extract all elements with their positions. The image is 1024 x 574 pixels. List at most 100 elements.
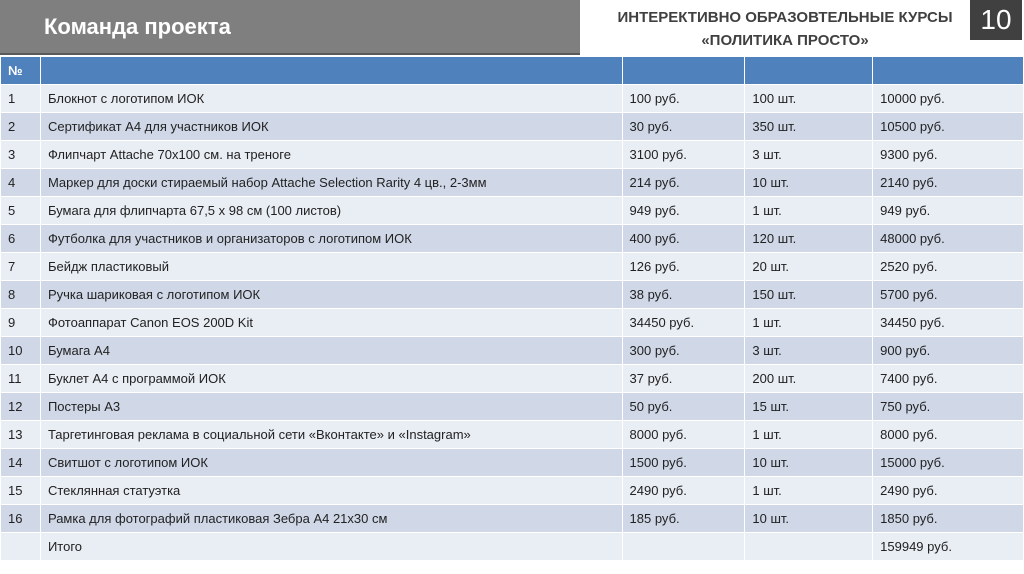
table-cell: 34450 руб. — [621, 308, 746, 337]
table-cell: 8 — [0, 280, 41, 309]
table-cell: 10000 руб. — [872, 84, 1024, 113]
table-cell: Блокнот с логотипом ИОК — [39, 84, 623, 113]
table-cell: 30 руб. — [621, 112, 746, 141]
page-number: 10 — [970, 0, 1022, 40]
table-cell: 12 — [0, 392, 41, 421]
table-cell: 6 — [0, 224, 41, 253]
table-cell: 159949 руб. — [872, 532, 1024, 561]
table-cell: 200 шт. — [744, 364, 874, 393]
title-bar: Команда проекта — [0, 0, 580, 55]
table-cell: 214 руб. — [621, 168, 746, 197]
budget-table: № 1 Блокнот с логотипом ИОК 100 руб. 100 шт.… — [0, 56, 1024, 561]
table-cell: 750 руб. — [872, 392, 1024, 421]
table-cell: 8000 руб. — [621, 420, 746, 449]
table-row: 9 Фотоаппарат Canon EOS 200D Kit 34450 руб… — [0, 308, 1024, 337]
table-cell: Итого — [39, 532, 623, 561]
table-cell — [0, 532, 41, 561]
table-cell: 5 — [0, 196, 41, 225]
table-cell: 3 — [0, 140, 41, 169]
table-row: 1 Блокнот с логотипом ИОК 100 руб. 100 шт. 1… — [0, 84, 1024, 113]
table-cell — [621, 532, 746, 561]
table-row: 6 Футболка для участников и организаторов… — [0, 224, 1024, 253]
table-cell: 9300 руб. — [872, 140, 1024, 169]
table-cell: № — [0, 56, 41, 85]
table-cell: Рамка для фотографий пластиковая Зебра А… — [39, 504, 623, 533]
table-cell: 3100 руб. — [621, 140, 746, 169]
table-cell: 38 руб. — [621, 280, 746, 309]
table-row: 16 Рамка для фотографий пластиковая Зебра… — [0, 504, 1024, 533]
table-cell: 3 шт. — [744, 336, 874, 365]
table-cell: Стеклянная статуэтка — [39, 476, 623, 505]
table-cell: 150 шт. — [744, 280, 874, 309]
table-cell: 1 шт. — [744, 196, 874, 225]
table-cell: 126 руб. — [621, 252, 746, 281]
table-row: 14 Свитшот с логотипом ИОК 1500 руб. 10 шт.… — [0, 448, 1024, 477]
table-cell: 50 руб. — [621, 392, 746, 421]
table-row: Итого 159949 руб. — [0, 532, 1024, 561]
table-cell: 1850 руб. — [872, 504, 1024, 533]
table-row: 2 Сертификат А4 для участников ИОК 30 руб.… — [0, 112, 1024, 141]
table-cell: 100 руб. — [621, 84, 746, 113]
subtitle-line: «ПОЛИТИКА ПРОСТО» — [701, 32, 869, 49]
table-cell — [744, 56, 874, 85]
subtitle: ИНТЕРЕКТИВНО ОБРАЗОВТЕЛЬНЫЕ КУРСЫ «ПОЛИТИ… — [590, 6, 980, 52]
table-cell: 10 шт. — [744, 504, 874, 533]
table-cell: 9 — [0, 308, 41, 337]
table-cell: 1 — [0, 84, 41, 113]
table-cell: Буклет А4 с программой ИОК — [39, 364, 623, 393]
table-row: 13 Таргетинговая реклама в социальной сет… — [0, 420, 1024, 449]
table-cell: 120 шт. — [744, 224, 874, 253]
table-cell: Футболка для участников и организаторов … — [39, 224, 623, 253]
table-cell: Постеры А3 — [39, 392, 623, 421]
table-row: № — [0, 56, 1024, 85]
table-cell: Бейдж пластиковый — [39, 252, 623, 281]
table-row: 10 Бумага А4 300 руб. 3 шт. 900 руб. — [0, 336, 1024, 365]
table-cell: 185 руб. — [621, 504, 746, 533]
table-cell: Маркер для доски стираемый набор Attache… — [39, 168, 623, 197]
table-row: 4 Маркер для доски стираемый набор Attach… — [0, 168, 1024, 197]
table-cell: 15 шт. — [744, 392, 874, 421]
table-cell: 15 — [0, 476, 41, 505]
table-cell: 900 руб. — [872, 336, 1024, 365]
table-cell: 10 шт. — [744, 168, 874, 197]
table-cell — [872, 56, 1024, 85]
table-cell: 34450 руб. — [872, 308, 1024, 337]
table-cell: 1 шт. — [744, 476, 874, 505]
table-cell: 11 — [0, 364, 41, 393]
table-cell: 2140 руб. — [872, 168, 1024, 197]
table-cell: 1500 руб. — [621, 448, 746, 477]
table-cell: 400 руб. — [621, 224, 746, 253]
table-cell: Свитшот с логотипом ИОК — [39, 448, 623, 477]
subtitle-line: ИНТЕРЕКТИВНО ОБРАЗОВТЕЛЬНЫЕ КУРСЫ — [617, 9, 953, 26]
table-cell: 100 шт. — [744, 84, 874, 113]
table-cell: 10 — [0, 336, 41, 365]
table-cell: 5700 руб. — [872, 280, 1024, 309]
table-cell: 16 — [0, 504, 41, 533]
table-cell: 7400 руб. — [872, 364, 1024, 393]
table-cell — [39, 56, 623, 85]
table-cell: Таргетинговая реклама в социальной сети … — [39, 420, 623, 449]
table-row: 3 Флипчарт Attache 70х100 см. на треноге 3… — [0, 140, 1024, 169]
table-cell: 300 руб. — [621, 336, 746, 365]
table-cell: 2 — [0, 112, 41, 141]
table-row: 7 Бейдж пластиковый 126 руб. 20 шт. 2520 руб… — [0, 252, 1024, 281]
table-row: 15 Стеклянная статуэтка 2490 руб. 1 шт. 2490… — [0, 476, 1024, 505]
table-cell: 1 шт. — [744, 308, 874, 337]
table-cell: 48000 руб. — [872, 224, 1024, 253]
table-row: 12 Постеры А3 50 руб. 15 шт. 750 руб. — [0, 392, 1024, 421]
table-cell: 2490 руб. — [872, 476, 1024, 505]
table-cell: 8000 руб. — [872, 420, 1024, 449]
table-cell: 13 — [0, 420, 41, 449]
table-cell: 14 — [0, 448, 41, 477]
table-cell: 949 руб. — [872, 196, 1024, 225]
table-cell: 4 — [0, 168, 41, 197]
table-cell: 15000 руб. — [872, 448, 1024, 477]
table-row: 5 Бумага для флипчарта 67,5 х 98 см (100 … — [0, 196, 1024, 225]
title: Команда проекта — [44, 14, 231, 39]
table-row: 8 Ручка шариковая с логотипом ИОК 38 руб. 1… — [0, 280, 1024, 309]
table-cell — [621, 56, 746, 85]
table-row: 11 Буклет А4 с программой ИОК 37 руб. 200 ш… — [0, 364, 1024, 393]
table-cell: 20 шт. — [744, 252, 874, 281]
table-cell: 949 руб. — [621, 196, 746, 225]
table-cell — [744, 532, 874, 561]
